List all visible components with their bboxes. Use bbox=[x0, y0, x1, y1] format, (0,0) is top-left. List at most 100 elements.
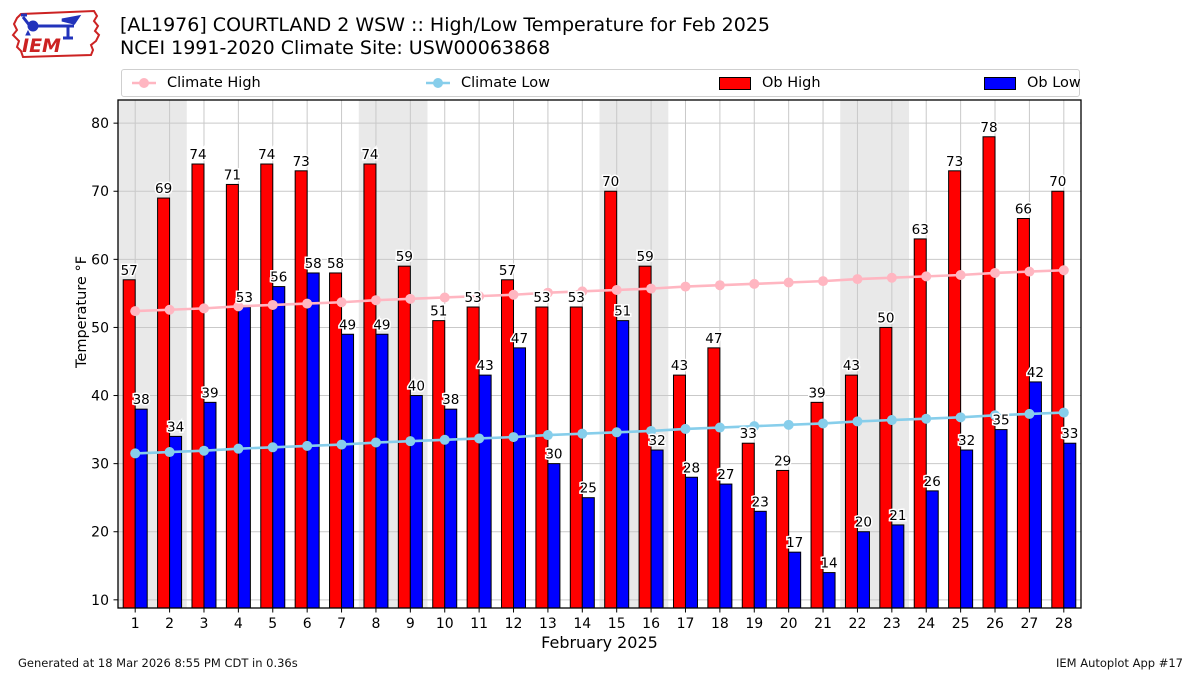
climate-line-marker bbox=[508, 432, 519, 443]
climate-line-marker bbox=[267, 442, 278, 453]
climate-line-marker bbox=[611, 427, 622, 438]
x-tick-label: 9 bbox=[406, 616, 415, 632]
bar-value-label: 70 bbox=[1049, 174, 1066, 190]
climate-line-path bbox=[135, 411, 1064, 455]
ob-high-bar bbox=[569, 306, 583, 609]
y-tick-label: 20 bbox=[91, 525, 109, 541]
bar-value-label: 39 bbox=[201, 385, 218, 401]
weather-vane-icon bbox=[21, 13, 82, 40]
ob-high-bar bbox=[672, 374, 686, 609]
climate-line-marker bbox=[990, 267, 1001, 278]
logo-text: IEM bbox=[22, 35, 61, 57]
climate-line-marker bbox=[198, 303, 209, 314]
x-tick-label: 13 bbox=[539, 616, 557, 632]
iowa-outline-graphic: IEM bbox=[11, 9, 101, 59]
climate-line-marker bbox=[852, 416, 863, 427]
legend-label: Ob Low bbox=[1027, 75, 1081, 91]
bar-value-label: 32 bbox=[958, 433, 975, 449]
ob-low-bar bbox=[513, 347, 527, 609]
bar-value-label: 38 bbox=[442, 392, 459, 408]
bar-value-label: 47 bbox=[511, 331, 528, 347]
ob-high-bar bbox=[1051, 190, 1065, 609]
bar-value-label: 59 bbox=[396, 249, 413, 265]
bar-value-label: 53 bbox=[236, 290, 253, 306]
iem-logo: IEM bbox=[8, 4, 108, 68]
ob-high-bar bbox=[501, 279, 515, 609]
ob-high-bar bbox=[363, 163, 377, 609]
ob-low-bar bbox=[994, 429, 1008, 609]
legend-item-climate-high: Climate High bbox=[132, 70, 261, 96]
climate-line-marker bbox=[886, 272, 897, 283]
chart-title: [AL1976] COURTLAND 2 WSW :: High/Low Tem… bbox=[120, 14, 771, 36]
ob-high-bar bbox=[879, 326, 893, 609]
x-tick-label: 15 bbox=[608, 616, 626, 632]
bar-value-label: 25 bbox=[580, 481, 597, 497]
bar-value-label: 71 bbox=[224, 167, 241, 183]
climate-line-marker bbox=[680, 281, 691, 292]
climate-line-marker bbox=[646, 283, 657, 294]
bar-value-label: 47 bbox=[705, 331, 722, 347]
x-tick-label: 23 bbox=[883, 616, 901, 632]
bar-value-label: 73 bbox=[946, 154, 963, 170]
climate-line-marker bbox=[1024, 408, 1035, 419]
ob-high-bar bbox=[604, 190, 618, 609]
climate-lines bbox=[130, 265, 1069, 459]
climate-line-marker bbox=[130, 448, 141, 459]
x-tick-label: 16 bbox=[642, 616, 660, 632]
x-tick-label: 6 bbox=[303, 616, 312, 632]
ob-low-bar bbox=[409, 395, 423, 609]
climate-line-marker bbox=[611, 284, 622, 295]
climate-line-marker bbox=[542, 287, 553, 298]
x-tick-label: 22 bbox=[849, 616, 867, 632]
climate-line-marker bbox=[852, 274, 863, 285]
bar-value-label: 73 bbox=[293, 154, 310, 170]
ob-high-bar bbox=[157, 197, 171, 609]
x-tick-label: 10 bbox=[436, 616, 454, 632]
y-tick-label: 10 bbox=[91, 593, 109, 609]
climate-line-marker bbox=[1058, 265, 1069, 276]
bar-value-label: 51 bbox=[614, 304, 631, 320]
ob-low-bar bbox=[925, 490, 939, 609]
bar-value-label: 78 bbox=[980, 120, 997, 136]
bar-value-label: 50 bbox=[877, 310, 894, 326]
bar-value-label: 57 bbox=[121, 263, 138, 279]
ob-low-bar bbox=[650, 449, 664, 609]
climate-line-marker bbox=[474, 433, 485, 444]
y-tick-label: 70 bbox=[91, 184, 109, 200]
climate-line-marker bbox=[542, 430, 553, 441]
climate-low-line bbox=[130, 407, 1069, 459]
ob-high-bar bbox=[844, 374, 858, 609]
generated-timestamp: Generated at 18 Mar 2026 8:55 PM CDT in … bbox=[18, 656, 298, 670]
ob-high-bar bbox=[913, 238, 927, 609]
ob-low-bar bbox=[203, 401, 217, 609]
x-tick-label: 27 bbox=[1020, 616, 1038, 632]
climate-line-marker bbox=[370, 437, 381, 448]
bar-value-label: 40 bbox=[408, 379, 425, 395]
legend-item-climate-low: Climate Low bbox=[426, 70, 550, 96]
ob-high-bar bbox=[432, 320, 446, 609]
ob-high-bar bbox=[225, 183, 239, 609]
legend-patch-marker bbox=[984, 76, 1016, 90]
climate-line-marker bbox=[164, 304, 175, 315]
ob-low-bar bbox=[581, 497, 595, 609]
climate-line-marker bbox=[164, 447, 175, 458]
bar-value-label: 33 bbox=[740, 426, 757, 442]
climate-line-marker bbox=[1058, 407, 1069, 418]
ob-low-bar bbox=[753, 510, 767, 609]
ob-low-bar bbox=[306, 272, 320, 609]
bar-value-label: 63 bbox=[912, 222, 929, 238]
bar-value-label: 34 bbox=[167, 419, 184, 435]
y-tick-label: 80 bbox=[91, 116, 109, 132]
bar-value-label: 33 bbox=[1061, 426, 1078, 442]
climate-line-marker bbox=[577, 286, 588, 297]
ob-low-bar bbox=[375, 333, 389, 609]
climate-line-marker bbox=[302, 440, 313, 451]
bar-value-label: 66 bbox=[1015, 201, 1032, 217]
bar-value-label: 43 bbox=[671, 358, 688, 374]
bar-value-label: 58 bbox=[327, 256, 344, 272]
climate-line-marker bbox=[749, 278, 760, 289]
climate-line-marker bbox=[508, 289, 519, 300]
ob-low-bar bbox=[822, 572, 836, 609]
x-tick-label: 12 bbox=[505, 616, 523, 632]
